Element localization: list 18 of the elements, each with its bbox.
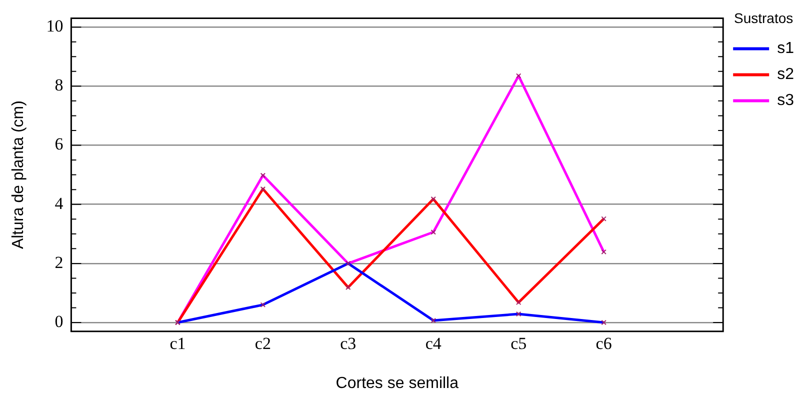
legend-title: Sustratos (734, 10, 794, 26)
legend-label: s1 (777, 40, 794, 58)
y-tick-label: 0 (54, 312, 64, 332)
x-tick-label: c4 (425, 334, 442, 354)
x-tick-label: c1 (170, 334, 186, 354)
y-tick-label: 8 (54, 76, 64, 95)
y-tick-label: 2 (54, 252, 64, 272)
y-tick-label: 6 (54, 134, 64, 154)
x-tick-label: c6 (596, 334, 612, 354)
legend-label: s2 (777, 66, 794, 84)
x-axis-title: Cortes se semilla (336, 374, 459, 392)
x-tick-label: c5 (510, 334, 527, 354)
y-axis-title: Altura de planta (cm) (10, 100, 28, 250)
x-tick-label: c3 (340, 334, 356, 354)
x-tick-label: c2 (254, 334, 271, 354)
y-tick-label: 10 (46, 16, 64, 36)
legend-label: s3 (777, 92, 794, 110)
y-tick-label: 4 (54, 194, 64, 213)
